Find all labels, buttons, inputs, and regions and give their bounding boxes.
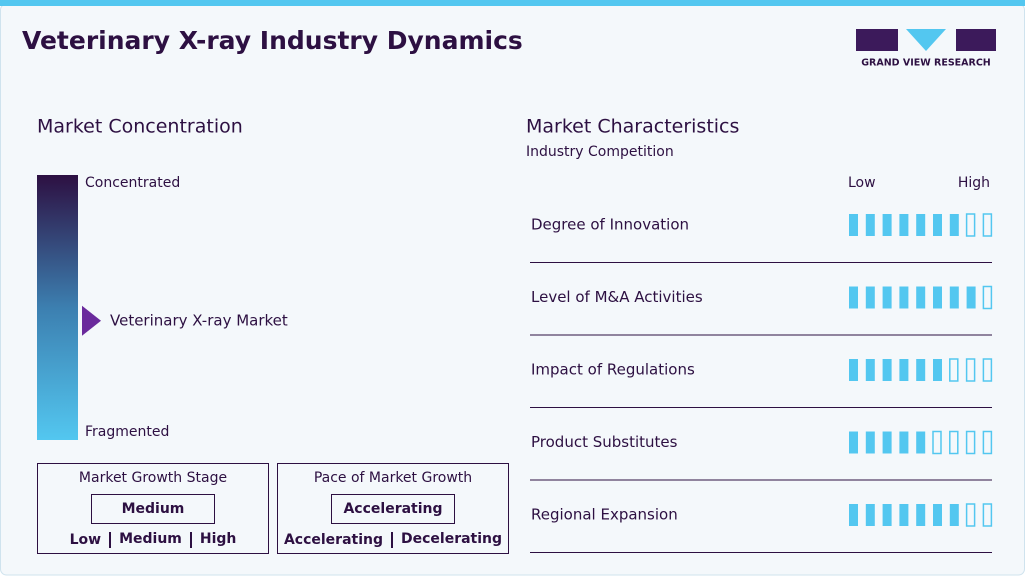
segment-filled [933, 504, 942, 526]
concentration-heading: Market Concentration [37, 116, 243, 138]
growth-stage-selected: Medium [91, 494, 215, 524]
growth-stage-options: Low Medium High [38, 532, 268, 548]
segment-filled [865, 286, 875, 309]
segment-filled [899, 286, 909, 309]
top-stripe [0, 0, 1025, 6]
characteristics-heading: Market Characteristics [526, 116, 739, 138]
segment-filled [899, 359, 909, 381]
segment-filled [916, 504, 926, 526]
segment-empty [982, 430, 993, 455]
marker-arrow [82, 305, 101, 336]
segment-filled [849, 286, 858, 309]
segment-empty [965, 430, 976, 455]
segment-filled [865, 359, 875, 381]
segment-filled [916, 359, 926, 381]
segment-empty [982, 285, 993, 310]
segment-filled [882, 359, 892, 381]
segment-empty [965, 358, 976, 382]
row-label: Impact of Regulations [531, 361, 695, 379]
segment-filled [916, 286, 926, 309]
segment-empty [965, 213, 976, 237]
segment-filled [966, 286, 976, 309]
option: Medium [109, 532, 182, 548]
rating-bar [849, 285, 993, 310]
segment-filled [865, 431, 875, 454]
segment-filled [849, 431, 858, 454]
segment-filled [899, 214, 909, 236]
pace-options: Accelerating Decelerating [278, 532, 508, 548]
segment-filled [882, 504, 892, 526]
growth-stage-heading: Market Growth Stage [78, 470, 228, 486]
segment-filled [933, 286, 942, 309]
rating-bar [849, 358, 993, 382]
segment-empty [982, 213, 993, 237]
segment-filled [882, 286, 892, 309]
segment-empty [949, 430, 959, 455]
option: Low [69, 532, 102, 548]
segment-filled [916, 214, 926, 236]
characteristics-subheading: Industry Competition [526, 144, 674, 160]
row-label: Degree of Innovation [531, 216, 689, 234]
segment-filled [899, 504, 909, 526]
market-label: Veterinary X-ray Market [110, 311, 288, 329]
segment-filled [933, 359, 942, 381]
segment-empty [949, 358, 959, 382]
option: Accelerating [283, 532, 383, 548]
rating-bar [849, 503, 993, 527]
segment-filled [933, 214, 942, 236]
low-label: Low [848, 175, 876, 191]
segment-filled [949, 504, 959, 526]
segment-filled [849, 214, 858, 236]
row-label: Regional Expansion [531, 506, 678, 524]
segment-filled [849, 504, 858, 526]
segment-filled [949, 214, 959, 236]
segment-filled [899, 431, 909, 454]
pace-box: Pace of Market Growth Accelerating Accel… [277, 463, 509, 554]
segment-empty [982, 503, 993, 527]
segment-empty [982, 358, 993, 382]
segment-filled [882, 214, 892, 236]
segment-filled [865, 504, 875, 526]
title: Veterinary X-ray Industry Dynamics [22, 26, 523, 55]
bottom-label: Fragmented [85, 424, 169, 440]
pace-selected: Accelerating [331, 494, 455, 524]
rating-bar [849, 430, 993, 455]
row-label: Product Substitutes [531, 433, 678, 451]
concentration-bar [37, 175, 78, 440]
segment-filled [849, 359, 858, 381]
segment-empty [932, 430, 942, 455]
top-label: Concentrated [85, 175, 180, 191]
segment-filled [916, 431, 926, 454]
logo: GRAND VIEW RESEARCH [856, 29, 996, 69]
logo-text: GRAND VIEW RESEARCH [861, 58, 991, 69]
option: High [189, 532, 236, 548]
segment-filled [865, 214, 875, 236]
segment-empty [965, 503, 976, 527]
pace-heading: Pace of Market Growth [313, 470, 473, 486]
market-marker: Veterinary X-ray Market [82, 305, 288, 336]
segment-filled [882, 431, 892, 454]
option: Decelerating [391, 532, 502, 548]
high-label: High [958, 175, 990, 191]
row-label: Level of M&A Activities [531, 288, 703, 306]
growth-stage-box: Market Growth Stage Medium Low Medium High [37, 463, 269, 554]
segment-filled [949, 286, 959, 309]
rating-bar [849, 213, 993, 237]
